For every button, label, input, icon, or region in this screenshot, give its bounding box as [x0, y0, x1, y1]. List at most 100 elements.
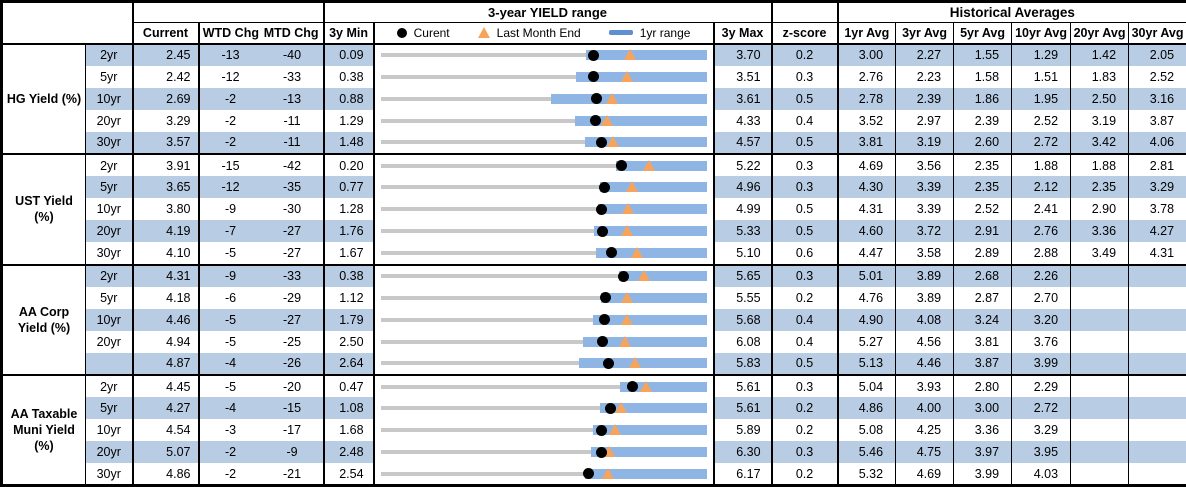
mtd-chg-cell: -29	[261, 286, 325, 309]
current-marker	[583, 468, 595, 480]
last-month-end-marker	[623, 49, 636, 61]
avg-cell-20yr-avg	[1070, 352, 1130, 375]
avg-cell-1yr-avg: 4.69	[837, 154, 897, 177]
range-chart-cell	[373, 308, 715, 331]
range-chart-cell	[373, 286, 715, 309]
three-year-range-line	[380, 229, 707, 234]
mtd-chg-cell: -40	[261, 43, 325, 66]
last-month-end-marker	[621, 291, 634, 303]
avg-cell-1yr-avg: 5.46	[837, 441, 897, 464]
current-marker	[618, 270, 630, 282]
tenor-cell: 20yr	[85, 330, 134, 353]
tenor-cell: 20yr	[85, 441, 134, 464]
last-month-end-marker	[639, 380, 652, 392]
range-chart-cell	[373, 397, 715, 420]
three-year-min-cell: 2.48	[323, 441, 375, 464]
col-header-zscore: z-score	[771, 22, 839, 44]
avg-cell-5yr-avg: 2.35	[953, 154, 1013, 177]
avg-cell-20yr-avg	[1070, 397, 1130, 420]
chart-legend: Curent Last Month End 1yr range	[373, 22, 715, 44]
avg-cell-3yr-avg: 4.00	[895, 397, 955, 420]
three-year-min-cell: 0.38	[323, 264, 375, 287]
current-marker	[589, 115, 601, 127]
zscore-cell: 0.4	[771, 109, 839, 132]
avg-cell-5yr-avg: 2.39	[953, 109, 1013, 132]
avg-cell-20yr-avg: 2.90	[1070, 198, 1130, 221]
three-year-min-cell: 1.68	[323, 419, 375, 442]
avg-cell-1yr-avg: 5.01	[837, 264, 897, 287]
wtd-chg-cell: -3	[224, 423, 237, 438]
mtd-chg-cell: -13	[261, 87, 325, 110]
table-row: 10yr 4.54 -3 -17 1.68 5.89 0.2 5.08 4.25 3.36 3.29	[2, 419, 1186, 442]
table-row: AA Corp Yield (%) 2yr 4.31 -9 -33 0.38 5.65 0.3…	[1, 264, 1186, 375]
avg-cell-10yr-avg: 1.95	[1011, 87, 1072, 110]
three-year-min-cell: 2.50	[323, 330, 375, 353]
col-header-3y-min: 3y Min	[323, 22, 375, 44]
mtd-chg-cell: -20	[261, 375, 325, 398]
avg-cell-10yr-avg: 2.29	[1011, 375, 1072, 398]
three-year-min-cell: 1.79	[323, 308, 375, 331]
avg-cell-5yr-avg: 3.36	[953, 419, 1013, 442]
current-marker	[604, 402, 616, 414]
last-month-end-marker	[642, 159, 655, 171]
zscore-cell: 0.5	[771, 131, 839, 154]
range-chart	[380, 287, 707, 309]
wtd-chg-cell: -5	[224, 334, 237, 349]
avg-cell-3yr-avg: 3.93	[895, 375, 955, 398]
current-marker	[587, 71, 599, 83]
col-header-1yr-avg: 1yr Avg	[837, 22, 897, 44]
col-header-mtd: MTD Chg	[263, 25, 319, 40]
avg-cell-20yr-avg	[1070, 463, 1130, 486]
wtd-chg-cell: -5	[198, 308, 262, 331]
current-cell: 5.07	[132, 441, 200, 464]
one-year-range-bar	[578, 358, 707, 369]
avg-cell-20yr-avg: 3.19	[1070, 109, 1130, 132]
range-chart-cell	[373, 242, 715, 265]
wtd-chg-cell: -2	[224, 466, 237, 481]
mtd-chg-cell: -33	[261, 264, 325, 287]
wtd-chg-cell: -12	[198, 176, 262, 199]
avg-cell-30yr-avg	[1129, 331, 1186, 353]
avg-cell-30yr-avg	[1128, 397, 1186, 420]
avg-cell-1yr-avg: 4.47	[837, 242, 897, 265]
avg-cell-10yr-avg: 2.26	[1011, 264, 1072, 287]
current-marker	[597, 336, 609, 348]
avg-cell-10yr-avg: 2.70	[1011, 286, 1072, 309]
mtd-chg-cell: -11	[261, 131, 325, 154]
wtd-chg-cell: -15	[221, 158, 240, 173]
three-year-range-line	[380, 118, 707, 123]
three-year-max-cell: 4.99	[713, 198, 773, 221]
avg-cell-20yr-avg	[1070, 441, 1130, 464]
table-row: 5yr 4.27 -4 -15 1.08 5.61 0.2 4.86 4.00 3.00 2.72	[2, 397, 1186, 420]
zscore-cell: 0.4	[771, 330, 839, 353]
table-row: 20yr 3.29 -2 -11 1.29 4.33 0.4 3.52 2.97 2.39 2.52…	[2, 109, 1186, 132]
tenor-cell: 20yr	[85, 220, 134, 243]
avg-cell-1yr-avg: 2.76	[837, 65, 897, 88]
avg-cell-3yr-avg: 2.27	[895, 43, 955, 66]
one-year-range-bar	[585, 50, 707, 61]
current-cell: 3.65	[132, 176, 200, 199]
avg-cell-5yr-avg: 3.00	[953, 397, 1013, 420]
zscore-cell: 0.2	[771, 286, 839, 309]
three-year-range-line	[380, 163, 707, 168]
wtd-chg-cell: -9	[198, 264, 262, 287]
avg-cell-3yr-avg: 3.89	[895, 286, 955, 309]
range-chart	[380, 176, 707, 198]
last-month-end-marker	[600, 114, 613, 126]
one-year-range-bar	[591, 447, 707, 458]
avg-cell-1yr-avg: 5.13	[837, 352, 897, 375]
three-year-max-cell: 4.33	[713, 109, 773, 132]
last-month-end-marker	[601, 467, 614, 479]
current-marker	[599, 181, 611, 193]
range-chart	[380, 132, 707, 153]
group-label: HG Yield (%)	[1, 43, 86, 154]
avg-cell-10yr-avg: 1.88	[1011, 154, 1072, 177]
three-year-range-line	[380, 96, 707, 101]
wtd-chg-cell: -2	[198, 131, 262, 154]
avg-cell-3yr-avg: 4.69	[895, 463, 955, 486]
range-chart	[380, 45, 707, 66]
table-row: 20yr 5.07 -2 -9 2.48 6.30 0.3 5.46 4.75 3.97 3.95	[2, 441, 1186, 464]
chart-title: 3-year YIELD range	[323, 1, 773, 23]
tenor-cell: 5yr	[85, 65, 134, 88]
wtd-chg-cell: -2	[224, 113, 237, 128]
